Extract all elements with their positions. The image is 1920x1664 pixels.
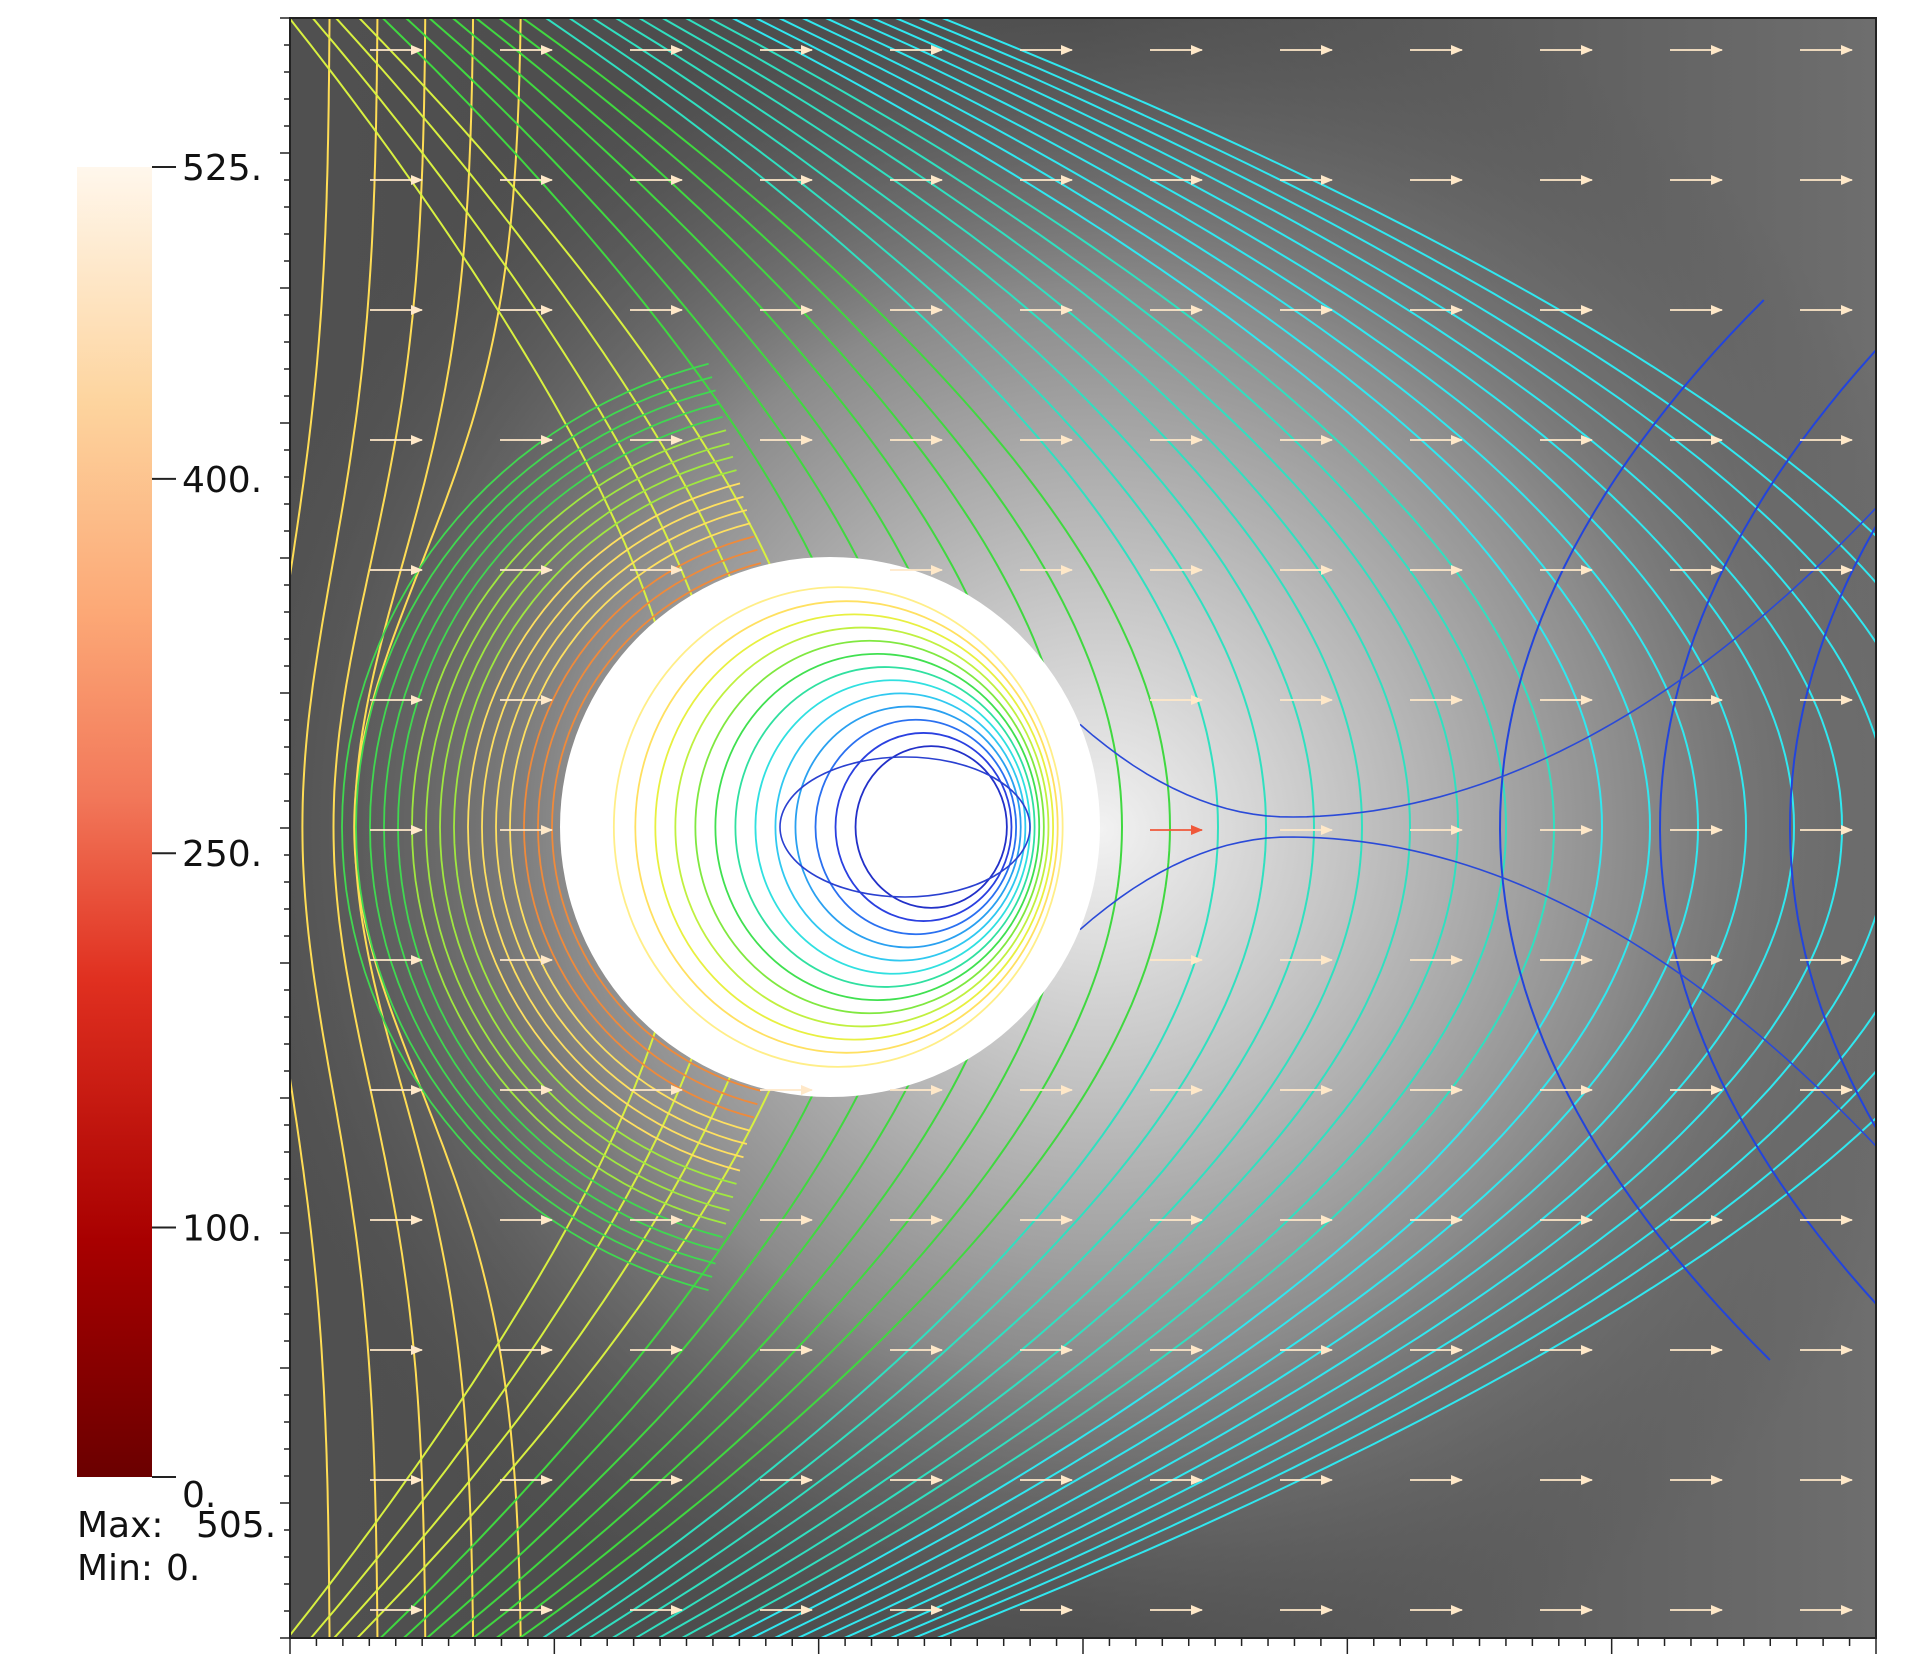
wake-streamline [1498,299,1771,1361]
streamline [353,18,475,828]
min-label: Min: [77,1548,153,1589]
inner-contour [854,745,1008,909]
streamline [383,402,720,1252]
velocity-arrows [370,45,1853,1615]
streamline [425,442,730,1212]
streamline [353,826,475,1638]
wake-streamline [1079,836,1876,1148]
streamline [301,18,379,828]
streamline [332,18,427,828]
inner-contour [634,600,1059,1054]
inner-contour [612,586,1064,1068]
inner-contour [794,705,1022,949]
streamline [369,389,716,1265]
streamline [749,826,1651,1638]
streamline [453,469,737,1185]
streamline [939,18,1876,538]
streamline [679,826,1507,1638]
streamline [537,548,758,1106]
streamline [818,826,1795,1638]
streamline [753,18,1651,828]
streamline [567,18,1267,828]
streamline [353,18,522,828]
wake-streamline [1658,348,1876,1306]
streamline [332,826,427,1638]
streamline [610,826,1363,1638]
colorbar-tick-label: 0. [182,1475,216,1516]
streamline [341,362,709,1292]
streamline [795,826,1747,1638]
colorbar-ticks: 525. 400. 250. 100. 0. [152,148,262,1516]
colorbar-tick-label: 250. [182,834,262,875]
max-label: Max: [77,1505,164,1546]
streamline [823,18,1795,828]
streamline [541,826,1219,1638]
streamline [637,18,1411,828]
streamline [494,826,1123,1638]
streamline [587,826,1315,1638]
streamline [633,826,1411,1638]
streamline [888,1009,1876,1638]
range-stats: Max: 505. Min: 0. [77,1505,276,1589]
streamline [467,482,741,1172]
streamline [544,18,1219,828]
obstacle-circle [560,557,1100,1097]
streamline [355,376,713,1278]
colorbar: 525. 400. 250. 100. 0. [77,148,262,1516]
streamline [564,826,1267,1638]
streamlines [290,18,1920,1638]
streamline [911,1069,1876,1638]
streamline [683,18,1507,828]
streamline [934,1116,1876,1638]
streamline [509,522,751,1132]
streamline [656,826,1459,1638]
streamline [523,535,755,1119]
streamline [397,416,723,1238]
colorbar-tick-label: 525. [182,148,262,189]
streamline [799,18,1747,828]
inner-contour [734,666,1036,988]
streamline [660,18,1459,828]
streamline [916,18,1876,585]
plot-area [290,18,1920,1638]
wake-streamline [1788,524,1876,1130]
inner-contour [654,613,1054,1041]
streamline [290,1071,331,1638]
streamline [726,826,1603,1638]
inner-contour [714,652,1041,1002]
streamline [869,18,1876,743]
frame-ticks [280,17,1877,1654]
streamline [353,826,522,1638]
inner-contour [694,639,1045,1015]
streamline [613,18,1363,828]
streamline [706,18,1555,828]
streamline [290,18,331,583]
streamline [439,455,734,1199]
inner-contour [674,626,1050,1028]
colorbar-tick-label: 100. [182,1208,262,1249]
inner-contours [612,586,1064,1068]
wake-streamline [1079,506,1876,818]
streamline [730,18,1603,828]
streamline [892,18,1876,645]
streamline [495,509,748,1145]
streamline [517,826,1171,1638]
streamline [590,18,1315,828]
colorbar-tick-label: 400. [182,460,262,501]
streamline [703,826,1555,1638]
streamline [864,911,1876,1638]
inner-contour [779,756,1031,898]
streamline [301,826,379,1638]
min-value: 0. [166,1548,200,1589]
max-value: 505. [196,1505,276,1546]
wake-streamline [1880,300,1920,1360]
colorbar-ramp [77,167,152,1477]
streamline [520,18,1171,828]
streamline [497,18,1123,828]
inner-contour [774,692,1027,962]
inner-contour [814,718,1018,936]
inner-contour [834,732,1013,922]
streamline [481,495,744,1159]
